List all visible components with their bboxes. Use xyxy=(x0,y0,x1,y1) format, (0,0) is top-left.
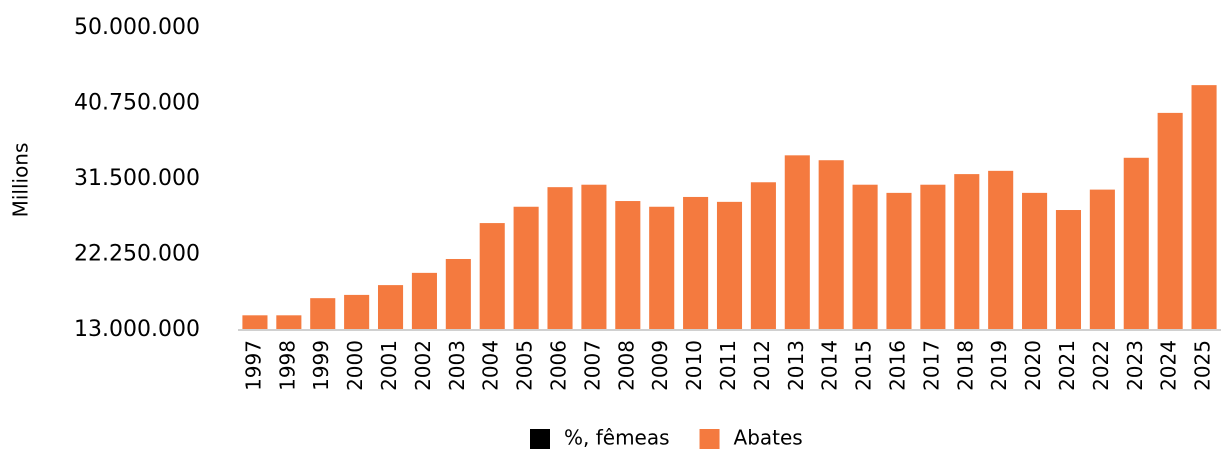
bar xyxy=(886,192,912,330)
y-axis-label: Millions xyxy=(9,143,33,218)
bar xyxy=(818,160,844,330)
legend-label: Abates xyxy=(734,426,803,450)
x-tick-label: 2000 xyxy=(343,340,367,391)
y-tick-label: 50.000.000 xyxy=(74,15,200,40)
bar xyxy=(411,272,437,330)
x-tick-label: 1998 xyxy=(275,340,299,391)
x-tick-label: 1999 xyxy=(309,340,333,391)
x-tick-label: 2022 xyxy=(1089,340,1113,391)
bar xyxy=(920,184,946,330)
bar xyxy=(242,315,268,330)
x-tick-label: 2014 xyxy=(818,340,842,391)
bar xyxy=(479,223,505,330)
bar xyxy=(1123,157,1149,330)
bar xyxy=(954,174,980,330)
bar xyxy=(1022,192,1048,330)
bar xyxy=(377,285,404,330)
bar xyxy=(344,294,370,330)
x-tick-label: 2024 xyxy=(1157,340,1181,391)
bar xyxy=(784,155,810,330)
legend-swatch xyxy=(699,429,720,449)
x-tick-label: 2013 xyxy=(784,340,808,391)
x-tick-label: 2019 xyxy=(987,340,1011,391)
x-tick-label: 2020 xyxy=(1021,340,1045,391)
x-tick-label: 2015 xyxy=(852,340,876,391)
x-tick-label: 2012 xyxy=(750,340,774,391)
x-tick-label: 2023 xyxy=(1123,340,1147,391)
bar xyxy=(1191,85,1217,330)
bar xyxy=(615,201,641,330)
x-tick-label: 2002 xyxy=(411,340,435,391)
bar xyxy=(581,184,607,330)
x-tick-label: 2017 xyxy=(919,340,943,391)
x-tick-label: 2016 xyxy=(885,340,909,391)
x-tick-label: 2021 xyxy=(1055,340,1079,391)
bar xyxy=(547,187,573,330)
x-tick-label: 2008 xyxy=(614,340,638,391)
x-tick-label: 2001 xyxy=(377,340,401,391)
x-tick-label: 2010 xyxy=(682,340,706,391)
bar xyxy=(310,298,336,330)
y-tick-label: 31.500.000 xyxy=(74,166,200,191)
x-tick-label: 2003 xyxy=(445,340,469,391)
y-tick-label: 40.750.000 xyxy=(74,91,200,116)
bar xyxy=(1157,112,1183,330)
legend-label: %, fêmeas xyxy=(564,426,670,450)
bar xyxy=(716,201,743,330)
bar xyxy=(649,206,675,330)
bar xyxy=(276,315,302,330)
bar xyxy=(1089,189,1115,330)
x-tick-label: 2005 xyxy=(513,340,537,391)
bar xyxy=(852,184,878,330)
bar xyxy=(1055,210,1082,330)
x-tick-label: 2025 xyxy=(1191,340,1215,391)
bar xyxy=(683,196,709,330)
bar xyxy=(988,170,1014,330)
x-tick-label: 2004 xyxy=(479,340,503,391)
x-tick-label: 2009 xyxy=(648,340,672,391)
x-tick-label: 2007 xyxy=(580,340,604,391)
bar xyxy=(445,258,471,330)
x-tick-label: 2006 xyxy=(547,340,571,391)
legend-swatch xyxy=(530,429,550,449)
x-tick-label: 2018 xyxy=(953,340,977,391)
y-tick-label: 13.000.000 xyxy=(74,317,200,342)
bar xyxy=(513,206,539,330)
x-tick-label: 2011 xyxy=(716,340,740,391)
x-tick-label: 1997 xyxy=(241,340,265,391)
y-tick-label: 22.250.000 xyxy=(74,242,200,267)
bar xyxy=(750,182,776,330)
